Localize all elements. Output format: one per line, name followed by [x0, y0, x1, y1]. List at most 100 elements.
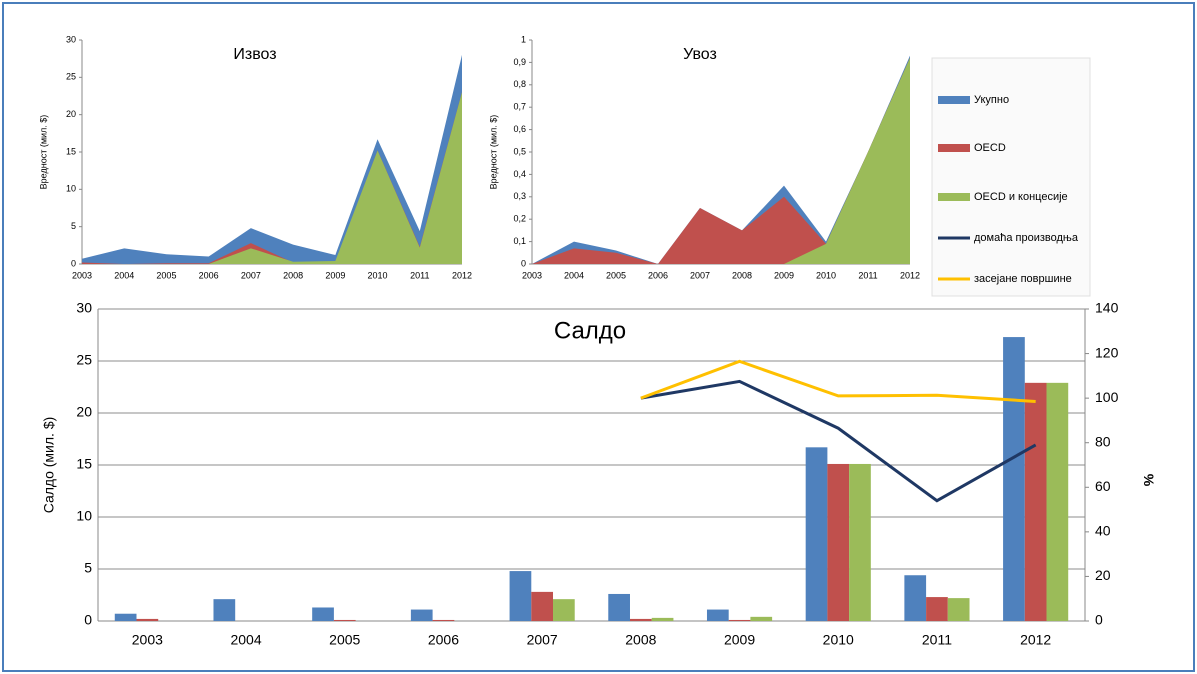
- y-tick-label: 10: [66, 184, 76, 194]
- x-tick-label: 2006: [199, 270, 219, 280]
- chart-title: Салдо: [554, 317, 626, 344]
- legend-swatch: [938, 193, 970, 201]
- bar: [333, 619, 356, 621]
- x-tick-label: 2004: [564, 270, 584, 280]
- y-tick-label: 0,4: [513, 169, 526, 179]
- legend-swatch: [938, 96, 970, 104]
- bar: [629, 618, 652, 621]
- bar: [728, 619, 751, 621]
- x-tick-label: 2011: [858, 270, 877, 280]
- bar: [553, 599, 575, 621]
- bar: [706, 609, 729, 621]
- bar: [805, 447, 828, 621]
- bar: [651, 617, 674, 621]
- chart-title: Увоз: [683, 46, 717, 63]
- bar: [1046, 382, 1069, 621]
- y-tick-label: 0,1: [513, 236, 526, 246]
- x-tick-label: 2009: [774, 270, 794, 280]
- bar: [213, 599, 236, 621]
- y-tick-label: 30: [76, 300, 92, 316]
- bar: [410, 609, 433, 621]
- y-tick-label: 0,5: [513, 146, 526, 156]
- x-tick-label: 2003: [522, 270, 542, 280]
- legend-label: засејане површине: [974, 273, 1072, 285]
- x-tick-label: 2006: [428, 632, 459, 648]
- bar: [827, 463, 850, 621]
- y-axis-label: Салдо (мил. $): [41, 417, 57, 514]
- legend-label: домаћа производња: [974, 232, 1079, 244]
- legend-label: OECD и концесије: [974, 191, 1068, 203]
- legend-label: Укупно: [974, 94, 1009, 106]
- bar: [947, 598, 970, 621]
- x-tick-label: 2010: [368, 270, 388, 280]
- y-tick-label: 0,3: [513, 191, 526, 201]
- legend-swatch: [938, 144, 970, 152]
- y-tick-label: 20: [76, 404, 92, 420]
- y-tick-label: 30: [66, 34, 76, 44]
- y2-tick-label: 80: [1095, 433, 1111, 449]
- x-tick-label: 2010: [823, 632, 854, 648]
- bar: [1003, 337, 1025, 621]
- y-tick-label: 5: [71, 221, 76, 231]
- x-tick-label: 2007: [527, 632, 558, 648]
- y-tick-label: 0: [84, 612, 92, 628]
- y-tick-label: 25: [66, 72, 76, 82]
- y2-tick-label: 140: [1095, 300, 1119, 316]
- x-tick-label: 2012: [900, 270, 920, 280]
- y2-tick-label: 120: [1095, 344, 1119, 360]
- x-tick-label: 2011: [922, 632, 952, 648]
- y2-tick-label: 40: [1095, 523, 1111, 539]
- bar: [509, 571, 532, 621]
- bar: [1024, 382, 1047, 621]
- y-tick-label: 0,8: [513, 79, 526, 89]
- line: [640, 359, 1036, 403]
- line: [640, 379, 1037, 503]
- y-tick-label: 0: [521, 258, 526, 268]
- y-tick-label: 5: [84, 560, 92, 576]
- x-tick-label: 2009: [325, 270, 345, 280]
- y2-tick-label: 20: [1095, 567, 1111, 583]
- x-tick-label: 2005: [329, 632, 360, 648]
- y-tick-label: 20: [66, 109, 76, 119]
- y-tick-label: 0,7: [513, 102, 526, 112]
- bar: [750, 616, 773, 621]
- x-tick-label: 2006: [648, 270, 668, 280]
- bar: [432, 619, 455, 621]
- x-tick-label: 2007: [241, 270, 261, 280]
- y-tick-label: 0,2: [513, 214, 526, 224]
- x-tick-label: 2011: [410, 270, 429, 280]
- y-tick-label: 10: [76, 508, 92, 524]
- y-tick-label: 15: [66, 146, 76, 156]
- bar: [926, 597, 948, 621]
- x-tick-label: 2003: [132, 632, 163, 648]
- bar: [608, 593, 630, 621]
- y2-axis-label: %: [1141, 473, 1157, 486]
- x-tick-label: 2003: [72, 270, 92, 280]
- x-tick-label: 2008: [625, 632, 656, 648]
- y-axis-label: Вредност (мил. $): [488, 115, 498, 190]
- legend-label: OECD: [974, 142, 1006, 154]
- y-tick-label: 25: [76, 352, 92, 368]
- y2-tick-label: 100: [1095, 389, 1119, 405]
- bar: [312, 607, 334, 621]
- x-tick-label: 2007: [690, 270, 710, 280]
- x-tick-label: 2012: [452, 270, 472, 280]
- bar: [114, 613, 137, 621]
- x-tick-label: 2005: [156, 270, 176, 280]
- y-tick-label: 0,6: [513, 124, 526, 134]
- chart-title: Извоз: [233, 46, 276, 63]
- y2-tick-label: 0: [1095, 612, 1103, 628]
- x-tick-label: 2008: [283, 270, 303, 280]
- y-tick-label: 0,9: [513, 57, 526, 67]
- bar: [904, 575, 927, 621]
- area: [82, 92, 462, 265]
- x-tick-label: 2004: [114, 270, 134, 280]
- bar: [849, 463, 871, 621]
- legend-box: [931, 57, 1091, 297]
- y-tick-label: 0: [71, 258, 76, 268]
- x-tick-label: 2004: [230, 632, 261, 648]
- y-tick-label: 15: [76, 456, 92, 472]
- bar: [136, 618, 159, 621]
- bar: [531, 591, 554, 621]
